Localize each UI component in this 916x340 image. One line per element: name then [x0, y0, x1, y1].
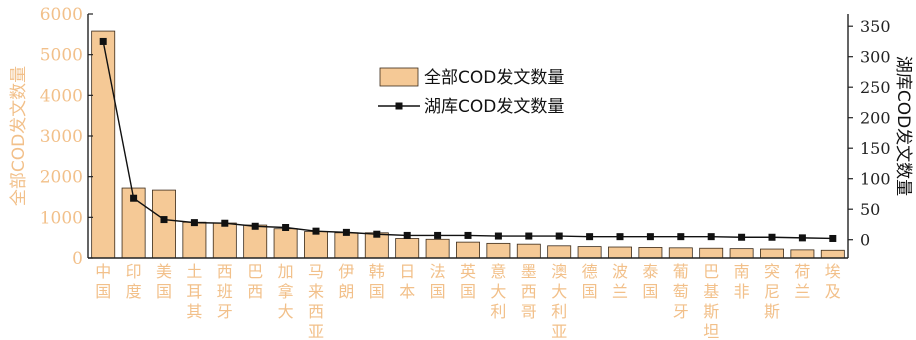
category-label: 突尼斯 [764, 262, 780, 321]
line-point [190, 219, 198, 227]
bar [668, 247, 693, 259]
legend-bar-label: 全部COD发文数量 [424, 68, 564, 88]
line-point [251, 222, 259, 230]
category-label: 中国 [95, 262, 111, 301]
category-label: 澳大利亚 [551, 262, 567, 340]
category-label: 埃及 [825, 262, 841, 301]
right-tick-label: 200 [860, 109, 891, 128]
left-tick-label: 0 [72, 249, 83, 269]
line-point [160, 216, 168, 224]
category-label: 美国 [156, 262, 172, 301]
line-point [373, 230, 381, 238]
right-tick-label: 300 [860, 48, 891, 67]
bar [395, 238, 420, 259]
left-tick-label: 2000 [40, 168, 83, 188]
category-label: 荷兰 [794, 262, 810, 301]
bar [212, 222, 237, 259]
bar [729, 248, 754, 259]
left-tick-label: 4000 [40, 86, 83, 106]
category-label: 葡萄牙 [673, 262, 689, 321]
line-point [312, 227, 320, 235]
bar [638, 247, 663, 259]
category-label: 加拿大 [278, 262, 294, 321]
category-label: 英国 [460, 262, 476, 301]
right-tick-label: 50 [860, 200, 880, 219]
bar [547, 245, 572, 259]
legend-line-label: 湖库COD发文数量 [424, 97, 564, 117]
line-point [282, 224, 290, 231]
left-tick-label: 6000 [40, 5, 83, 25]
bar [182, 221, 207, 259]
line-point [130, 194, 138, 202]
line-point [494, 232, 502, 240]
left-tick-label: 3000 [40, 127, 83, 147]
left-axis-title: 全部COD发文数量 [9, 66, 29, 206]
right-tick-label: 100 [860, 170, 891, 189]
bar [456, 241, 480, 259]
line-point [403, 231, 411, 239]
right-tick-label: 350 [860, 17, 891, 36]
category-label: 泰国 [642, 262, 658, 301]
category-label: 意大利 [490, 262, 506, 321]
bar [152, 189, 176, 259]
line-point [798, 234, 806, 242]
bar [425, 238, 450, 259]
category-label: 马来西亚 [308, 262, 324, 340]
right-tick-label: 0 [860, 231, 870, 250]
line-point [829, 234, 837, 242]
category-label: 法国 [430, 262, 446, 301]
line-point [464, 231, 472, 239]
right-axis-title: 湖库COD发文数量 [893, 56, 913, 196]
category-label: 南非 [734, 262, 750, 301]
category-label: 德国 [582, 262, 598, 301]
bar [577, 246, 602, 259]
bar [304, 231, 328, 259]
line-point [738, 233, 746, 241]
line-point [555, 232, 563, 240]
category-label: 韩国 [369, 262, 385, 301]
line-point [342, 228, 350, 236]
legend-line-marker [395, 102, 403, 110]
bar [790, 249, 815, 259]
bar [243, 224, 268, 259]
line-point [434, 231, 442, 239]
category-label: 波兰 [612, 262, 628, 301]
category-label: 巴基斯坦 [703, 262, 719, 340]
right-tick-label: 250 [860, 78, 891, 97]
category-label: 土耳其 [186, 262, 202, 321]
bar [516, 243, 541, 259]
bars-group [91, 30, 845, 259]
bar [608, 246, 632, 259]
line-point [646, 233, 654, 241]
category-label: 西班牙 [217, 262, 233, 321]
left-tick-label: 5000 [40, 46, 83, 66]
bar [273, 228, 298, 259]
line-point [586, 233, 594, 241]
bar [91, 30, 116, 259]
bar [820, 249, 845, 259]
category-label: 巴西 [247, 262, 263, 301]
category-label: 伊朗 [338, 262, 354, 301]
category-label: 墨西哥 [521, 262, 537, 321]
bar [334, 232, 359, 259]
bar [486, 242, 511, 259]
line-point [768, 233, 776, 241]
bar [699, 247, 724, 259]
bar [760, 248, 784, 259]
legend-bar-swatch [379, 67, 419, 87]
right-tick-label: 150 [860, 139, 891, 158]
line-point [221, 219, 229, 227]
line-point [707, 233, 715, 241]
line-point [99, 37, 107, 45]
category-label: 印度 [126, 262, 142, 301]
line-point [616, 233, 624, 241]
line-point [677, 233, 685, 241]
line-point [525, 232, 533, 240]
category-label: 日本 [399, 262, 415, 301]
left-tick-label: 1000 [40, 208, 83, 228]
